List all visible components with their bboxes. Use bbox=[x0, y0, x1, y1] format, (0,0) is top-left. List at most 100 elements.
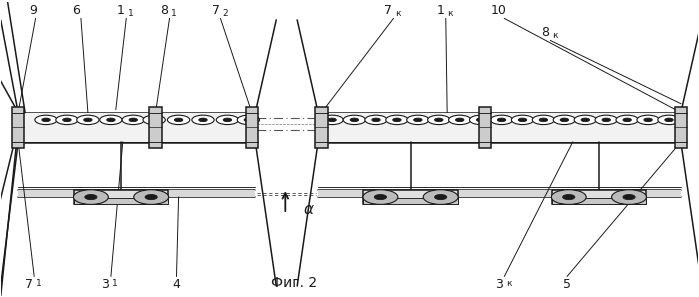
Circle shape bbox=[321, 115, 343, 124]
Circle shape bbox=[563, 195, 575, 200]
Circle shape bbox=[77, 115, 99, 124]
Circle shape bbox=[365, 115, 387, 124]
Circle shape bbox=[150, 118, 159, 122]
Bar bbox=[552, 190, 646, 204]
Circle shape bbox=[328, 118, 336, 122]
Circle shape bbox=[145, 195, 157, 200]
Circle shape bbox=[602, 118, 610, 122]
Circle shape bbox=[644, 118, 652, 122]
Circle shape bbox=[428, 115, 450, 124]
Text: к: к bbox=[552, 31, 557, 40]
Circle shape bbox=[168, 115, 189, 124]
Bar bbox=[150, 107, 162, 148]
Text: 7: 7 bbox=[212, 4, 219, 17]
Bar bbox=[18, 190, 255, 197]
Circle shape bbox=[512, 115, 533, 124]
Bar bbox=[74, 198, 168, 204]
Circle shape bbox=[532, 115, 554, 124]
Text: 2: 2 bbox=[222, 9, 228, 18]
Circle shape bbox=[612, 190, 647, 204]
Circle shape bbox=[435, 118, 443, 122]
Circle shape bbox=[497, 118, 506, 122]
Text: 7: 7 bbox=[24, 278, 33, 291]
Bar bbox=[18, 113, 255, 142]
Text: 1: 1 bbox=[117, 4, 124, 17]
Text: 9: 9 bbox=[29, 4, 37, 17]
Circle shape bbox=[665, 118, 673, 122]
Circle shape bbox=[100, 115, 122, 124]
Text: $\alpha$: $\alpha$ bbox=[303, 202, 315, 217]
Circle shape bbox=[456, 118, 464, 122]
Bar bbox=[12, 107, 24, 148]
Text: 8: 8 bbox=[160, 4, 168, 17]
Circle shape bbox=[192, 115, 214, 124]
Circle shape bbox=[363, 190, 398, 204]
Text: 1: 1 bbox=[36, 279, 41, 288]
Circle shape bbox=[129, 118, 138, 122]
Circle shape bbox=[107, 118, 115, 122]
Bar bbox=[363, 198, 458, 204]
Circle shape bbox=[216, 115, 238, 124]
Circle shape bbox=[350, 118, 359, 122]
Text: 3: 3 bbox=[101, 278, 109, 291]
Circle shape bbox=[595, 115, 617, 124]
Circle shape bbox=[63, 118, 71, 122]
Text: 8: 8 bbox=[541, 26, 549, 39]
Circle shape bbox=[372, 118, 380, 122]
Circle shape bbox=[374, 195, 387, 200]
Bar bbox=[74, 190, 168, 204]
Text: 4: 4 bbox=[173, 278, 180, 291]
Bar bbox=[318, 190, 681, 197]
Circle shape bbox=[616, 115, 638, 124]
Text: к: к bbox=[395, 9, 401, 18]
Circle shape bbox=[174, 118, 183, 122]
Circle shape bbox=[539, 118, 548, 122]
Bar bbox=[315, 107, 328, 148]
Text: 6: 6 bbox=[72, 4, 80, 17]
Circle shape bbox=[244, 118, 252, 122]
Circle shape bbox=[491, 115, 513, 124]
Circle shape bbox=[623, 195, 635, 200]
Text: 5: 5 bbox=[563, 278, 571, 291]
Bar bbox=[245, 107, 258, 148]
Circle shape bbox=[423, 190, 458, 204]
Bar bbox=[552, 198, 646, 204]
Circle shape bbox=[85, 195, 97, 200]
Circle shape bbox=[223, 118, 231, 122]
Text: 3: 3 bbox=[495, 278, 503, 291]
Circle shape bbox=[84, 118, 92, 122]
Text: 1: 1 bbox=[436, 4, 444, 17]
Circle shape bbox=[407, 115, 429, 124]
Circle shape bbox=[477, 118, 485, 122]
Circle shape bbox=[449, 115, 471, 124]
Circle shape bbox=[553, 115, 575, 124]
Circle shape bbox=[343, 115, 366, 124]
Circle shape bbox=[581, 118, 589, 122]
Text: Фиг. 2: Фиг. 2 bbox=[271, 277, 317, 290]
Circle shape bbox=[56, 115, 78, 124]
Circle shape bbox=[574, 115, 596, 124]
Circle shape bbox=[393, 118, 401, 122]
Circle shape bbox=[42, 118, 50, 122]
Circle shape bbox=[73, 190, 108, 204]
Circle shape bbox=[560, 118, 568, 122]
Circle shape bbox=[637, 115, 659, 124]
Bar bbox=[318, 113, 681, 142]
Circle shape bbox=[386, 115, 408, 124]
Circle shape bbox=[470, 115, 492, 124]
Text: 7: 7 bbox=[384, 4, 392, 17]
Text: к: к bbox=[506, 279, 511, 288]
Text: 1: 1 bbox=[171, 9, 177, 18]
Text: к: к bbox=[447, 9, 453, 18]
Text: 10: 10 bbox=[491, 4, 507, 17]
Circle shape bbox=[658, 115, 680, 124]
Text: 1: 1 bbox=[113, 279, 118, 288]
Circle shape bbox=[199, 118, 207, 122]
Circle shape bbox=[237, 115, 259, 124]
Circle shape bbox=[414, 118, 422, 122]
Text: 1: 1 bbox=[128, 9, 134, 18]
Circle shape bbox=[518, 118, 527, 122]
Circle shape bbox=[435, 195, 447, 200]
Circle shape bbox=[122, 115, 145, 124]
Bar bbox=[675, 107, 687, 148]
